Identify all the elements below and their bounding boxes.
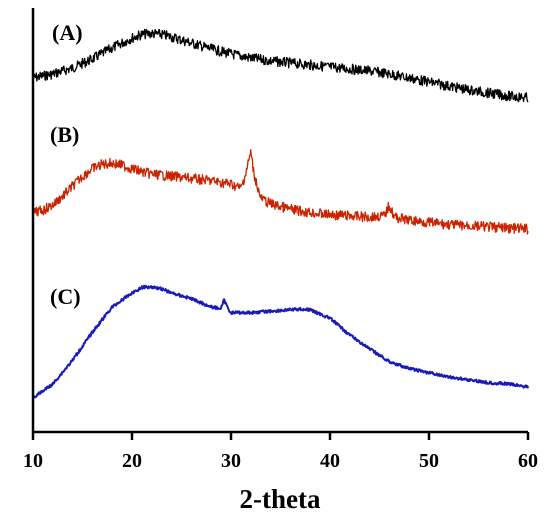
series-label-a: (A) xyxy=(52,20,83,45)
x-tick-label: 10 xyxy=(23,450,43,472)
series-line-a xyxy=(32,28,529,103)
series-label-b: (B) xyxy=(50,122,79,147)
series-line-c xyxy=(32,284,529,399)
plot-area: (A) (B) (C) xyxy=(32,20,529,399)
series-line-b xyxy=(32,149,529,235)
x-tick-label: 20 xyxy=(122,450,142,472)
series-label-c: (C) xyxy=(50,284,81,309)
x-tick-label: 50 xyxy=(419,450,439,472)
x-axis-title: 2-theta xyxy=(240,484,321,514)
x-tick-label: 30 xyxy=(221,450,241,472)
x-tick-label: 40 xyxy=(320,450,340,472)
x-tick-label: 60 xyxy=(518,450,538,472)
x-axis-ticks: 10 20 30 40 50 60 xyxy=(23,432,538,472)
